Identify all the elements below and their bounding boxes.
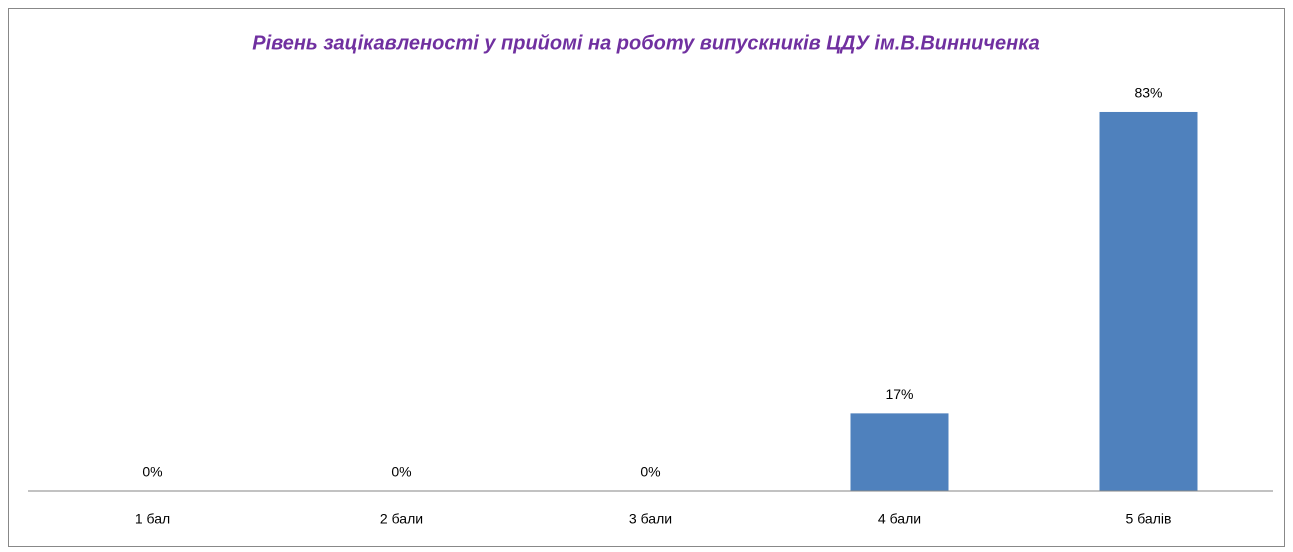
data-label: 83% [1134, 85, 1162, 101]
bar [850, 413, 949, 491]
x-tick-label: 2 бали [380, 511, 423, 527]
x-tick-label: 4 бали [878, 511, 921, 527]
x-tick-label: 1 бал [135, 511, 170, 527]
x-tick-label: 3 бали [629, 511, 672, 527]
data-label: 0% [391, 464, 411, 480]
chart-title: Рівень зацікавленості у прийомі на робот… [252, 32, 1040, 54]
data-label: 0% [142, 464, 162, 480]
x-tick-label: 5 балів [1126, 511, 1172, 527]
data-label: 17% [885, 386, 913, 402]
chart-border [8, 8, 1285, 547]
data-label: 0% [640, 464, 660, 480]
bar [1099, 111, 1198, 491]
